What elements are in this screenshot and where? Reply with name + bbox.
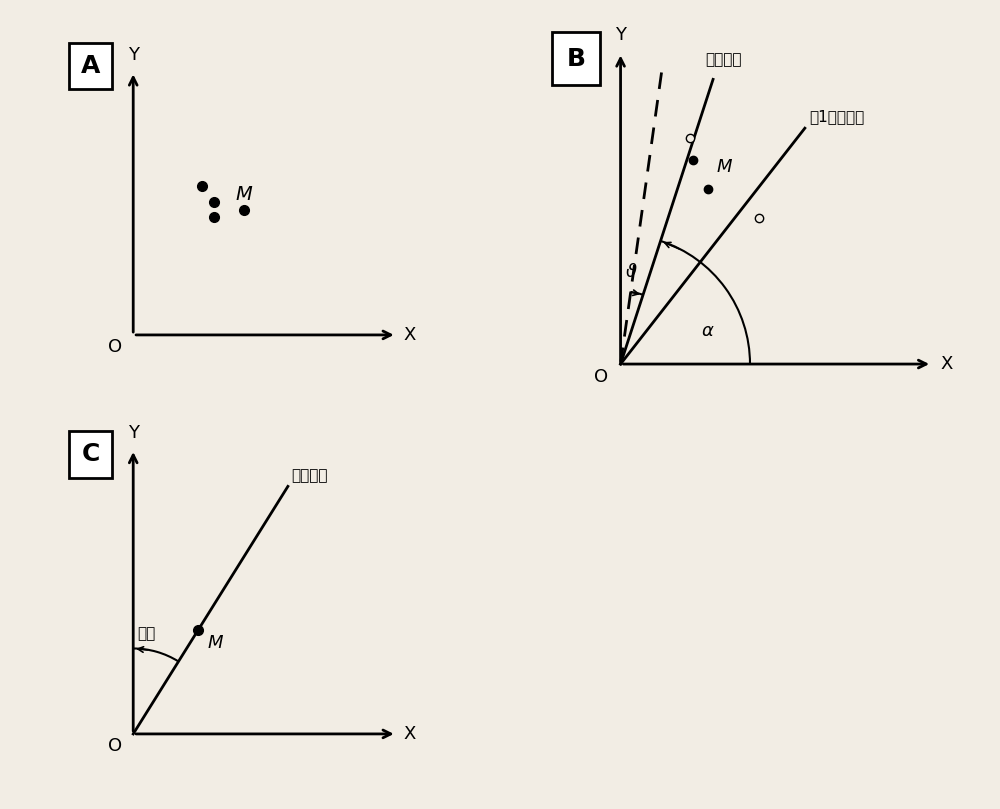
Text: O: O xyxy=(594,368,608,386)
Text: 校正: 校正 xyxy=(137,626,155,642)
Text: ϑ: ϑ xyxy=(626,263,637,282)
Text: 第1误差曲线: 第1误差曲线 xyxy=(809,109,864,124)
Text: X: X xyxy=(404,326,416,344)
Text: B: B xyxy=(567,47,586,70)
Text: M: M xyxy=(716,158,732,176)
Bar xyxy=(69,431,112,477)
Bar xyxy=(552,32,600,85)
Text: 中央直线: 中央直线 xyxy=(705,53,741,67)
Text: Y: Y xyxy=(128,46,139,65)
Text: α: α xyxy=(701,322,713,340)
Bar xyxy=(69,43,112,89)
Text: 中央直线: 中央直线 xyxy=(291,468,328,483)
Text: X: X xyxy=(404,725,416,743)
Text: O: O xyxy=(108,338,123,357)
Text: M: M xyxy=(207,633,223,651)
Text: C: C xyxy=(81,443,100,467)
Text: Y: Y xyxy=(128,424,139,442)
Text: X: X xyxy=(940,355,952,373)
Text: O: O xyxy=(108,738,123,756)
Text: A: A xyxy=(81,54,100,78)
Text: M: M xyxy=(236,185,253,204)
Text: Y: Y xyxy=(615,27,626,44)
